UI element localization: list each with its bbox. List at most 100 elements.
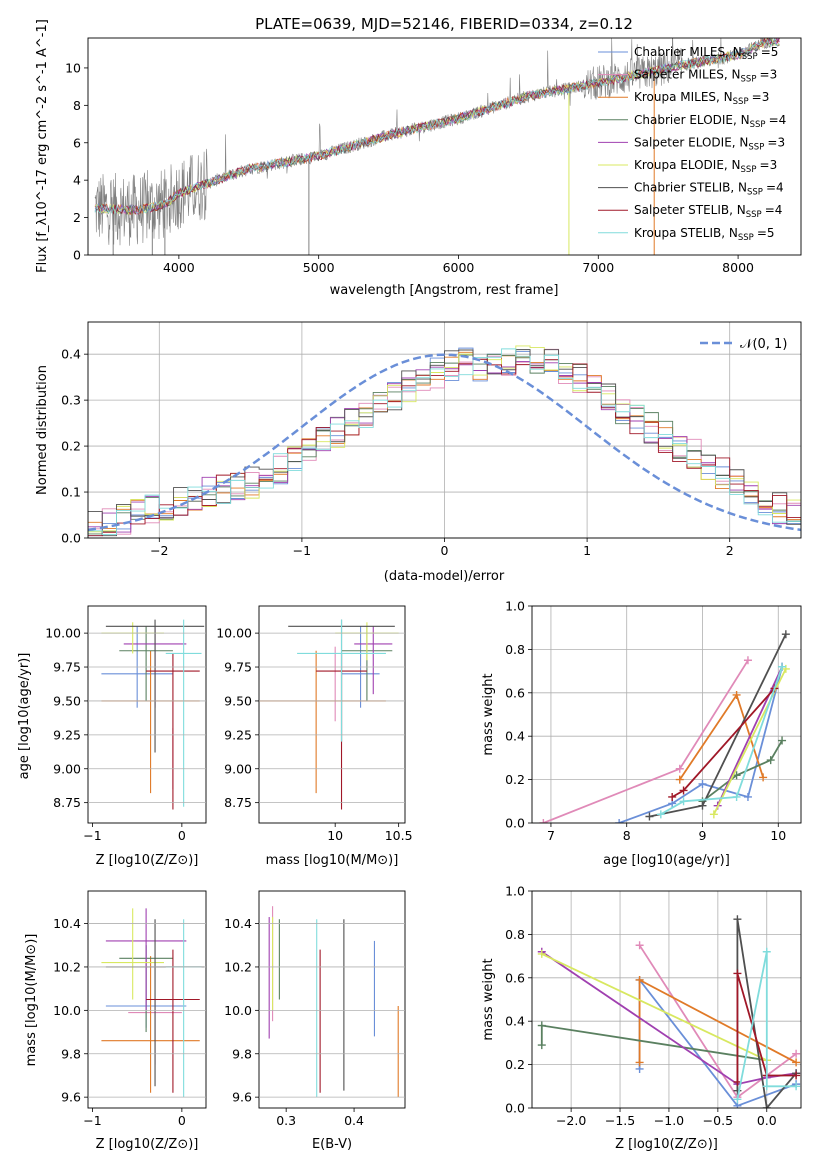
- y-tick-label: 0.4: [505, 729, 525, 744]
- plot-area: [537, 915, 801, 1108]
- y-tick-label: 9.6: [61, 1090, 81, 1105]
- y-tick-label: 8.75: [224, 795, 252, 810]
- normal-curve: [88, 353, 801, 532]
- weight-marker: [743, 792, 752, 801]
- weight-line: [660, 666, 783, 816]
- legend-label: Kroupa MILES, N: [634, 90, 733, 104]
- spectrum-panel: 4000 5000 6000 7000 8000 0 2 4 6 8 10 wavelength [A…: [35, 19, 802, 298]
- weight-marker: [792, 1082, 801, 1091]
- y-tick-label: 10.4: [224, 916, 252, 931]
- y-tick-label: 9.50: [224, 693, 252, 708]
- y-tick-label: 9.00: [53, 761, 81, 776]
- y-tick-label: 1.0: [505, 599, 525, 614]
- weight-marker: [778, 736, 787, 745]
- plot-area: [94, 38, 780, 255]
- x-tick-label: 7000: [582, 260, 614, 275]
- x-tick-label: 0.4: [344, 1113, 364, 1128]
- y-tick-label: 0.6: [505, 685, 525, 700]
- x-tick-label: 6000: [443, 260, 475, 275]
- weight-marker: [537, 949, 546, 958]
- x-tick-label: 4000: [163, 260, 195, 275]
- weight-marker: [679, 797, 688, 806]
- weight-marker: [698, 779, 707, 788]
- weight-marker: [668, 792, 677, 801]
- weight-marker: [766, 756, 775, 765]
- y-tick-label: 0.0: [61, 531, 81, 546]
- plot-area: [539, 630, 790, 823]
- y-tick-label: 0.1: [61, 485, 81, 500]
- legend-subscript: SSP: [746, 210, 762, 220]
- axes-frame: [258, 605, 406, 824]
- y-axis-label: Normed distribution: [35, 365, 50, 495]
- weight-marker: [792, 1049, 801, 1058]
- legend-label: Chabrier ELODIE, N: [634, 113, 750, 127]
- x-tick-label: 0.3: [276, 1113, 296, 1128]
- weight-marker: [656, 810, 665, 819]
- plot-area: [88, 345, 801, 538]
- y-tick-label: 9.75: [53, 660, 81, 675]
- weight-marker: [732, 690, 741, 699]
- x-tick-label: 0.0: [757, 1113, 777, 1128]
- axes-frame: [531, 890, 802, 1109]
- weight-marker: [539, 819, 548, 823]
- x-tick-label: 10: [770, 828, 786, 843]
- y-tick-label: 10: [65, 60, 81, 75]
- legend-label: 𝒩(0, 1): [740, 337, 787, 352]
- legend-label: Salpeter MILES, N: [634, 68, 741, 82]
- y-tick-label: 2: [73, 210, 81, 225]
- residual-histogram: [88, 348, 801, 538]
- y-tick-label: 8.75: [53, 795, 81, 810]
- weight-marker: [675, 775, 684, 784]
- axes-frame: [87, 890, 207, 1109]
- axes-frame: [531, 605, 802, 824]
- y-tick-label: 10.00: [45, 626, 81, 641]
- x-tick-label: 5000: [303, 260, 335, 275]
- legend-label: Kroupa ELODIE, N: [634, 158, 741, 172]
- y-tick-label: 0.8: [505, 642, 525, 657]
- residual-histogram-panel: −2 −1 0 1 2 0.0 0.1 0.2 0.3 0.4 (data-model)/error…: [35, 321, 802, 584]
- x-axis-label: mass [log10(M/M⊙)]: [266, 853, 399, 868]
- mass-extinction-panel: 0.3 0.4 9.6 9.8 10.0 10.2 10.4 E(B-V): [224, 890, 406, 1152]
- y-axis-label: mass weight: [481, 958, 496, 1040]
- y-tick-label: 4: [73, 173, 81, 188]
- weight-marker: [781, 630, 790, 639]
- weight-line: [736, 951, 797, 1100]
- x-tick-label: −2.0: [556, 1113, 586, 1128]
- legend-subscript: SSP: [741, 75, 757, 85]
- legend-label: Salpeter STELIB, N: [634, 203, 746, 217]
- x-axis-label: Z [log10(Z/Z⊙)]: [96, 1137, 199, 1152]
- model-spectrum: [94, 38, 780, 215]
- age-metallicity-panel: −1 0 8.75 9.00 9.25 9.50 9.75 10.00 Z [log10(Z/Z…: [17, 605, 207, 868]
- y-axis-label: age [log10(age/yr)]: [17, 653, 32, 780]
- legend-label: Salpeter ELODIE, N: [634, 135, 748, 149]
- weight-marker: [733, 915, 742, 924]
- x-tick-label: −1.5: [605, 1113, 635, 1128]
- y-axis-label: mass weight: [481, 673, 496, 755]
- y-tick-label: 9.00: [224, 761, 252, 776]
- legend-subscript: SSP: [747, 188, 763, 198]
- axes-frame: [87, 321, 802, 539]
- y-tick-label: 9.25: [224, 727, 252, 742]
- legend-count: =5: [761, 45, 779, 59]
- x-tick-label: 8000: [722, 260, 754, 275]
- y-tick-label: 9.25: [53, 727, 81, 742]
- y-tick-label: 0.0: [505, 816, 525, 831]
- weight-marker: [792, 1071, 801, 1080]
- y-tick-label: 0.2: [61, 439, 81, 454]
- y-axis-label: Flux [f_λ10^-17 erg cm^-2 s^-1 A^-1]: [35, 19, 50, 273]
- x-axis-label: Z [log10(Z/Z⊙)]: [615, 1137, 718, 1152]
- legend-subscript: SSP: [733, 97, 749, 107]
- weight-marker: [792, 1058, 801, 1067]
- y-tick-label: 1.0: [505, 884, 525, 899]
- x-tick-label: 10: [327, 828, 343, 843]
- y-tick-label: 9.50: [53, 693, 81, 708]
- x-axis-label: (data-model)/error: [384, 569, 505, 584]
- x-tick-label: 0: [178, 1113, 186, 1128]
- x-axis-label: age [log10(age/yr)]: [603, 853, 730, 868]
- weight-marker: [635, 1058, 644, 1067]
- weight-marker: [645, 812, 654, 821]
- y-tick-label: 0.3: [61, 393, 81, 408]
- y-tick-label: 10.0: [224, 1003, 252, 1018]
- x-axis-label: wavelength [Angstrom, rest frame]: [330, 283, 559, 298]
